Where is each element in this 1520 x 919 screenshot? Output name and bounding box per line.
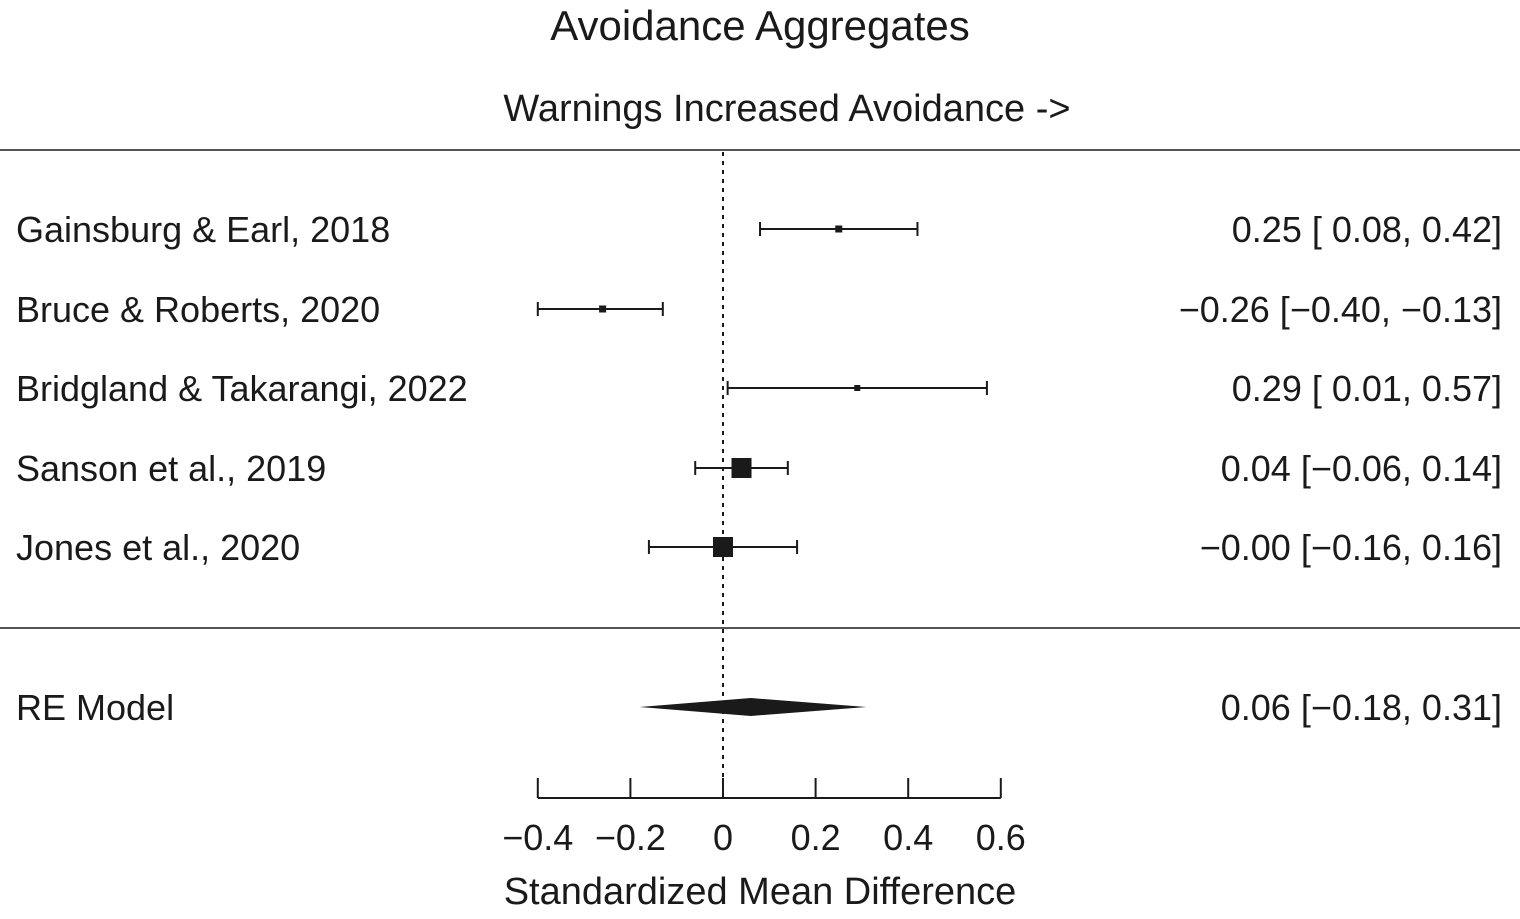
study-row: Bruce & Roberts, 2020 −0.26 [−0.40, −0.13… <box>16 289 1502 330</box>
x-tick-label: −0.4 <box>502 817 573 858</box>
study-row: Sanson et al., 2019 0.04 [−0.06, 0.14] <box>16 448 1502 489</box>
x-tick-label: −0.2 <box>595 817 666 858</box>
study-row: Gainsburg & Earl, 2018 0.25 [ 0.08, 0.42] <box>16 209 1502 250</box>
estimate-ci-text: 0.04 [−0.06, 0.14] <box>1221 448 1502 489</box>
estimate-ci-text: −0.00 [−0.16, 0.16] <box>1200 527 1502 568</box>
point-estimate-box <box>713 537 733 557</box>
study-label: Bruce & Roberts, 2020 <box>16 289 380 330</box>
x-tick-label: 0 <box>713 817 733 858</box>
summary-diamond <box>639 698 867 716</box>
chart-subtitle: Warnings Increased Avoidance -> <box>503 88 1070 130</box>
study-label: Bridgland & Takarangi, 2022 <box>16 368 468 409</box>
study-row: Bridgland & Takarangi, 2022 0.29 [ 0.01, … <box>16 368 1502 409</box>
study-label: Jones et al., 2020 <box>16 527 300 568</box>
x-tick-label: 0.2 <box>791 817 841 858</box>
summary-row: RE Model 0.06 [−0.18, 0.31] <box>16 687 1502 728</box>
study-rows: Gainsburg & Earl, 2018 0.25 [ 0.08, 0.42]… <box>16 209 1502 568</box>
estimate-ci-text: 0.29 [ 0.01, 0.57] <box>1232 368 1502 409</box>
point-estimate-box <box>854 385 861 391</box>
estimate-ci-text: 0.25 [ 0.08, 0.42] <box>1232 209 1502 250</box>
x-tick-label: 0.6 <box>976 817 1026 858</box>
x-axis-label: Standardized Mean Difference <box>504 871 1017 913</box>
point-estimate-box <box>731 458 752 478</box>
study-row: Jones et al., 2020 −0.00 [−0.16, 0.16] <box>16 527 1502 568</box>
study-label: Gainsburg & Earl, 2018 <box>16 209 390 250</box>
summary-label: RE Model <box>16 687 174 728</box>
estimate-ci-text: −0.26 [−0.40, −0.13] <box>1179 289 1502 330</box>
point-estimate-box <box>835 225 843 233</box>
x-tick-label: 0.4 <box>883 817 933 858</box>
summary-ci-text: 0.06 [−0.18, 0.31] <box>1221 687 1502 728</box>
study-label: Sanson et al., 2019 <box>16 448 326 489</box>
chart-title: Avoidance Aggregates <box>550 2 970 49</box>
x-axis: −0.4 −0.2 0 0.2 0.4 0.6 <box>502 778 1026 858</box>
point-estimate-box <box>599 305 607 313</box>
